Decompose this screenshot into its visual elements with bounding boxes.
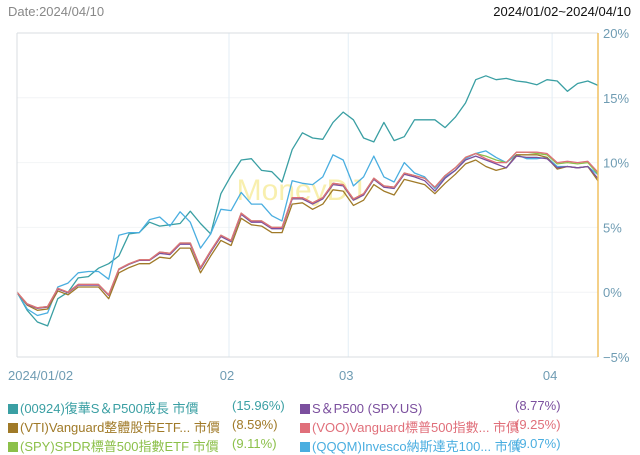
line-chart: MoneyDJ 20% 15% 10% 5% 0% −5% 2024/01/02 02 03 04: [8, 26, 630, 383]
x-tick-label: 2024/01/02: [8, 368, 73, 383]
date-label: Date:2024/04/10: [8, 4, 105, 19]
legend-label: (QQQM)Invesco納斯達克100... 市價: [312, 439, 521, 454]
watermark-text: MoneyDJ: [237, 174, 364, 207]
x-tick-label: 03: [339, 368, 353, 383]
date-range-label[interactable]: 2024/01/02~2024/04/10: [493, 4, 631, 19]
series-line: [16, 154, 599, 311]
legend-swatch-icon: [8, 442, 18, 452]
legend-return-value: (8.59%): [232, 417, 278, 432]
legend-label: S＆P500 (SPY.US): [312, 401, 423, 416]
legend-label: (VOO)Vanguard標普500指數... 市價: [312, 420, 520, 435]
series-line: [16, 150, 599, 317]
legend-swatch-icon: [8, 404, 18, 414]
y-tick-label: 10%: [603, 156, 629, 171]
legend-item[interactable]: S＆P500 (SPY.US) (8.77%): [300, 398, 630, 416]
y-tick-label: 5%: [603, 220, 622, 235]
legend-swatch-icon: [300, 423, 310, 433]
legend-return-value: (8.77%): [515, 398, 561, 413]
legend-return-value: (9.07%): [515, 436, 561, 451]
legend-return-value: (9.25%): [515, 417, 561, 432]
series-line: [16, 151, 599, 309]
legend-swatch-icon: [300, 442, 310, 452]
y-tick-label: −5%: [603, 350, 630, 365]
legend-item[interactable]: (VOO)Vanguard標普500指數... 市價 (9.25%): [300, 417, 630, 435]
legend-item[interactable]: (SPY)SPDR標普500指數ETF 市價 (9.11%): [8, 436, 338, 454]
legend-swatch-icon: [8, 423, 18, 433]
legend-label: (00924)復華S＆P500成長 市價: [20, 401, 199, 416]
legend-item[interactable]: (QQQM)Invesco納斯達克100... 市價 (9.07%): [300, 436, 630, 454]
x-tick-label: 02: [220, 368, 234, 383]
legend-item[interactable]: (00924)復華S＆P500成長 市價 (15.96%): [8, 398, 338, 416]
y-tick-label: 15%: [603, 91, 629, 106]
legend-return-value: (15.96%): [232, 398, 285, 413]
legend-item[interactable]: (VTI)Vanguard整體股市ETF... 市價 (8.59%): [8, 417, 338, 435]
y-tick-label: 20%: [603, 26, 629, 41]
legend-label: (SPY)SPDR標普500指數ETF 市價: [20, 439, 219, 454]
legend-return-value: (9.11%): [232, 436, 277, 451]
legend-label: (VTI)Vanguard整體股市ETF... 市價: [20, 420, 220, 435]
legend-swatch-icon: [300, 404, 310, 414]
x-tick-label: 04: [543, 368, 557, 383]
y-tick-label: 0%: [603, 285, 622, 300]
